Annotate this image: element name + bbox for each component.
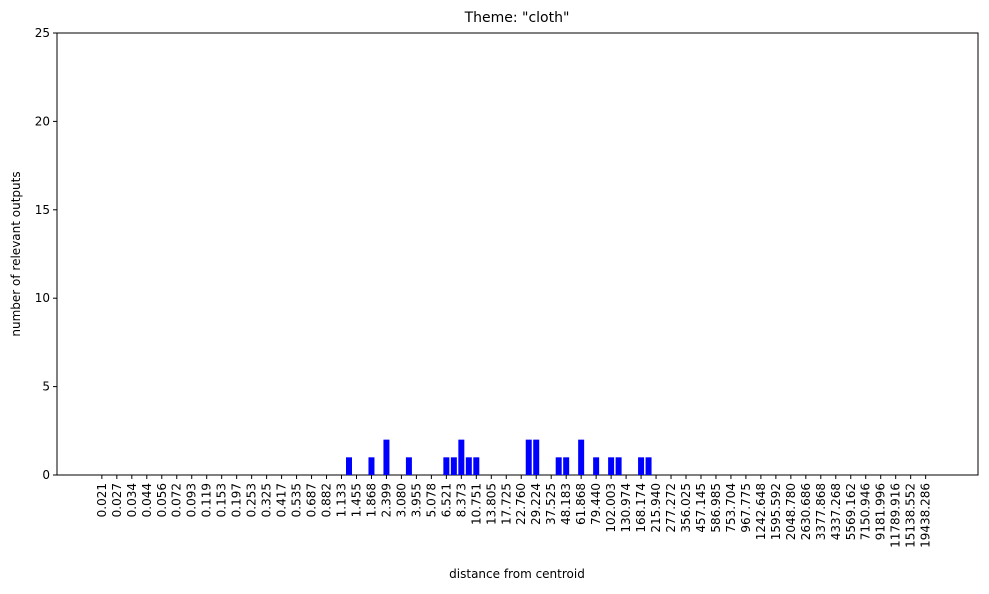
x-tick-label: 29.224 xyxy=(529,483,543,525)
x-tick-label: 1.868 xyxy=(364,483,378,517)
bar xyxy=(465,457,472,475)
y-tick-label: 0 xyxy=(42,468,50,482)
x-tick-label: 79.440 xyxy=(589,483,603,525)
x-tick-label: 0.072 xyxy=(170,483,184,517)
y-tick-label: 25 xyxy=(35,26,50,40)
y-tick-label: 10 xyxy=(35,291,50,305)
x-axis-label: distance from centroid xyxy=(449,567,585,581)
x-tick-label: 3.955 xyxy=(409,483,423,517)
x-tick-label: 0.021 xyxy=(95,483,109,517)
x-tick-label: 22.760 xyxy=(514,483,528,525)
plot-frame xyxy=(56,32,979,476)
x-tick-label: 37.525 xyxy=(544,483,558,525)
x-tick-label: 6.521 xyxy=(439,483,453,517)
y-tick-label: 15 xyxy=(35,203,50,217)
bar xyxy=(346,457,352,475)
x-tick-label: 0.253 xyxy=(245,483,259,517)
x-tick-label: 967.775 xyxy=(739,483,753,533)
bar xyxy=(443,457,450,475)
x-tick-label: 7150.946 xyxy=(859,483,873,540)
bar xyxy=(458,439,465,475)
x-tick-label: 1.455 xyxy=(349,483,363,517)
x-tick-label: 3.080 xyxy=(394,483,408,517)
x-tick-label: 215.940 xyxy=(649,483,663,533)
x-tick-label: 586.985 xyxy=(709,483,723,533)
x-tick-label: 2048.780 xyxy=(784,483,798,540)
bar xyxy=(368,457,375,475)
x-tick-label: 0.027 xyxy=(110,483,124,517)
x-tick-label: 0.044 xyxy=(140,483,154,517)
bar xyxy=(593,457,600,475)
x-tick-label: 10.751 xyxy=(469,483,483,525)
x-tick-label: 1595.592 xyxy=(769,483,783,540)
x-tick-label: 0.093 xyxy=(185,483,199,517)
x-tick-label: 0.417 xyxy=(275,483,289,517)
x-tick-label: 9181.996 xyxy=(874,483,888,540)
bar xyxy=(533,439,540,475)
x-tick-label: 0.197 xyxy=(230,483,244,517)
x-tick-label: 356.025 xyxy=(679,483,693,533)
y-tick-label: 20 xyxy=(35,114,50,128)
x-tick-label: 5.078 xyxy=(424,483,438,517)
bar xyxy=(405,457,412,475)
x-tick-label: 457.145 xyxy=(694,483,708,533)
x-tick-label: 13.805 xyxy=(484,483,498,525)
x-tick-label: 1.133 xyxy=(335,483,349,517)
bar xyxy=(638,457,645,475)
x-tick-label: 61.868 xyxy=(574,483,588,525)
x-tick-label: 5569.162 xyxy=(844,483,858,540)
bar xyxy=(473,457,480,475)
x-tick-label: 15138.552 xyxy=(904,483,918,548)
bar xyxy=(563,457,570,475)
bar xyxy=(555,457,562,475)
x-tick-label: 130.974 xyxy=(619,483,633,533)
x-tick-label: 2630.686 xyxy=(799,483,813,540)
y-axis-label: number of relevant outputs xyxy=(9,171,23,336)
bar xyxy=(608,457,615,475)
bar xyxy=(645,457,652,475)
x-tick-label: 3377.868 xyxy=(814,483,828,540)
x-tick-label: 0.119 xyxy=(200,483,214,517)
x-tick-label: 277.272 xyxy=(664,483,678,533)
x-tick-label: 0.153 xyxy=(215,483,229,517)
x-tick-label: 0.325 xyxy=(260,483,274,517)
x-tick-label: 19438.286 xyxy=(919,483,933,548)
x-tick-label: 48.183 xyxy=(559,483,573,525)
x-tick-label: 11789.916 xyxy=(889,483,903,548)
x-tick-label: 4337.268 xyxy=(829,483,843,540)
x-tick-label: 168.174 xyxy=(634,483,648,533)
bar xyxy=(525,439,532,475)
x-tick-label: 0.034 xyxy=(125,483,139,517)
x-tick-label: 0.056 xyxy=(155,483,169,517)
x-tick-label: 2.399 xyxy=(379,483,393,517)
chart-title: Theme: "cloth" xyxy=(464,10,570,26)
x-tick-label: 0.687 xyxy=(305,483,319,517)
x-tick-label: 102.003 xyxy=(604,483,618,533)
x-tick-label: 753.704 xyxy=(724,483,738,533)
y-tick-label: 5 xyxy=(42,380,50,394)
x-tick-label: 8.373 xyxy=(454,483,468,517)
bar xyxy=(615,457,622,475)
x-tick-label: 0.535 xyxy=(290,483,304,517)
x-tick-label: 0.882 xyxy=(320,483,334,517)
bar xyxy=(578,439,585,475)
bar xyxy=(383,439,390,475)
x-tick-label: 1242.648 xyxy=(754,483,768,540)
x-tick-label: 17.725 xyxy=(499,483,513,525)
bar xyxy=(450,457,457,475)
